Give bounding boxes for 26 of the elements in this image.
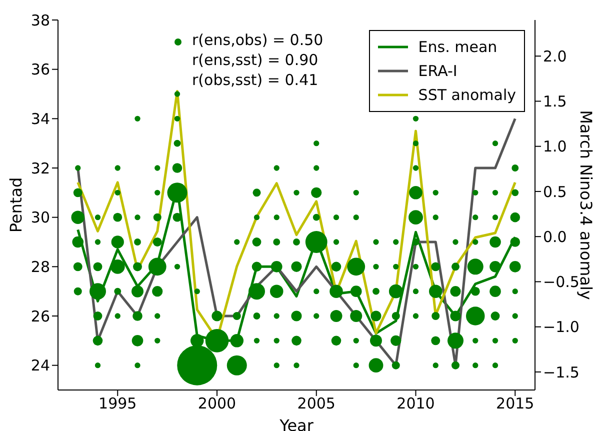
y2-tick-label: −1.5: [543, 363, 580, 382]
y2-tick-label: 1.0: [543, 138, 567, 156]
y2-tick-label: 1.5: [543, 92, 567, 111]
legend-label: Ens. mean: [418, 37, 498, 58]
y-axis-title: Pentad: [6, 177, 26, 233]
x-tick-label: 1995: [98, 394, 137, 413]
x-axis-title: Year: [278, 416, 314, 431]
y2-tick-label: −1.0: [543, 318, 580, 336]
x-tick-label: 2015: [496, 394, 534, 413]
legend-label: ERA-I: [418, 61, 458, 82]
legend-label: r(ens,obs) = 0.50 r(ens,sst) = 0.90 r(obs,sst) = 0.41: [192, 30, 324, 90]
x-tick-label: 2000: [198, 394, 236, 413]
y-tick-label: 34: [30, 110, 50, 128]
x-tick-label: 2005: [297, 394, 336, 413]
y2-tick-label: 2.0: [543, 47, 567, 66]
y-tick-label: 28: [30, 258, 50, 276]
y2-tick-label: 0.5: [543, 182, 567, 201]
y-tick-label: 24: [30, 356, 50, 375]
x-tick-label: 2010: [396, 394, 435, 413]
y-tick-label: 26: [30, 307, 50, 326]
y-tick-label: 38: [30, 11, 50, 30]
y-tick-label: 32: [30, 159, 50, 178]
y-tick-label: 36: [30, 60, 50, 79]
legend-label: SST anomaly: [418, 85, 516, 106]
y2-tick-label: 0.0: [543, 228, 567, 246]
y-tick-label: 30: [30, 208, 50, 227]
